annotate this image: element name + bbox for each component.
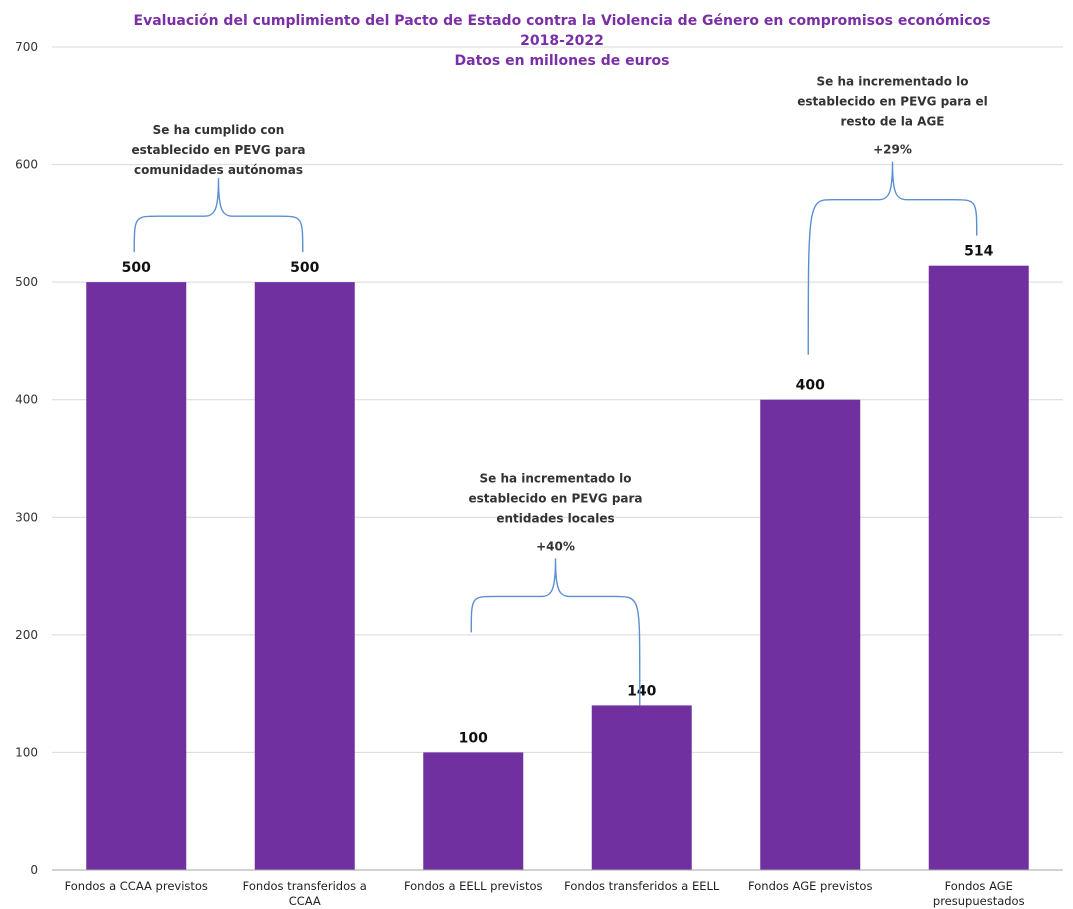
annotation-text: establecido en PEVG para — [468, 491, 642, 505]
annotation-text: resto de la AGE — [841, 115, 945, 129]
data-label: 400 — [796, 378, 825, 394]
annotations: comunidades autónomas establecido en PEVG… — [131, 75, 988, 706]
chart-title: Evaluación del cumplimiento del Pacto de… — [134, 13, 991, 69]
annotation-text: entidades locales — [496, 511, 614, 525]
annotation-percent: +29% — [873, 143, 912, 157]
bar — [591, 705, 692, 870]
data-labels: 500 500 100 140 400 514 — [122, 244, 994, 747]
curly-brace — [470, 558, 641, 676]
x-tick-label: Fondos AGE previstos — [748, 879, 872, 893]
bar — [86, 282, 187, 871]
x-tick-label: CCAA — [289, 894, 321, 908]
chart-title-line: Evaluación del cumplimiento del Pacto de… — [134, 13, 991, 29]
x-tick-label: Fondos a CCAA previstos — [65, 879, 208, 893]
data-label: 100 — [459, 730, 488, 746]
x-tick-label: presupuestados — [933, 894, 1025, 908]
chart-subtitle-years: 2018-2022 — [520, 33, 604, 49]
annotation-text: Se ha cumplido con — [153, 123, 285, 137]
x-tick-label: Fondos a EELL previstos — [404, 879, 543, 893]
x-tick-label: Fondos AGE — [945, 879, 1013, 893]
x-tick-label: Fondos transferidos a EELL — [564, 879, 720, 893]
y-tick-label: 100 — [15, 745, 38, 759]
annotation-text: establecido en PEVG para el — [797, 95, 988, 109]
data-label: 514 — [964, 244, 993, 260]
x-tick-label: Fondos transferidos a — [243, 879, 367, 893]
y-tick-label: 400 — [15, 393, 38, 407]
y-tick-label: 0 — [30, 863, 38, 877]
data-label: 500 — [290, 260, 319, 276]
bars — [86, 265, 1029, 871]
y-tick-label: 600 — [15, 158, 38, 172]
annotation-text: comunidades autónomas — [134, 163, 303, 177]
y-tick-label: 200 — [15, 628, 38, 642]
y-tick-label: 300 — [15, 510, 38, 524]
bar — [928, 265, 1029, 870]
bar — [760, 399, 861, 870]
annotation-text: Se ha incrementado lo — [480, 471, 632, 485]
bar — [254, 282, 355, 871]
bar — [423, 752, 524, 870]
curly-brace — [133, 178, 304, 253]
y-tick-label: 700 — [15, 40, 38, 54]
gridlines: 0 100 200 300 400 500 600 700 — [15, 40, 1063, 877]
data-label: 500 — [122, 260, 151, 276]
chart-subtitle-units: Datos en millones de euros — [455, 53, 670, 69]
annotation-text: Se ha incrementado lo — [817, 75, 969, 89]
x-axis: Fondos a CCAA previstos Fondos transferid… — [52, 869, 1063, 908]
annotation-text: establecido en PEVG para — [131, 143, 305, 157]
y-tick-label: 500 — [15, 275, 38, 289]
curly-brace — [807, 161, 978, 355]
annotation-percent: +40% — [536, 539, 575, 553]
data-label: 140 — [627, 683, 656, 699]
